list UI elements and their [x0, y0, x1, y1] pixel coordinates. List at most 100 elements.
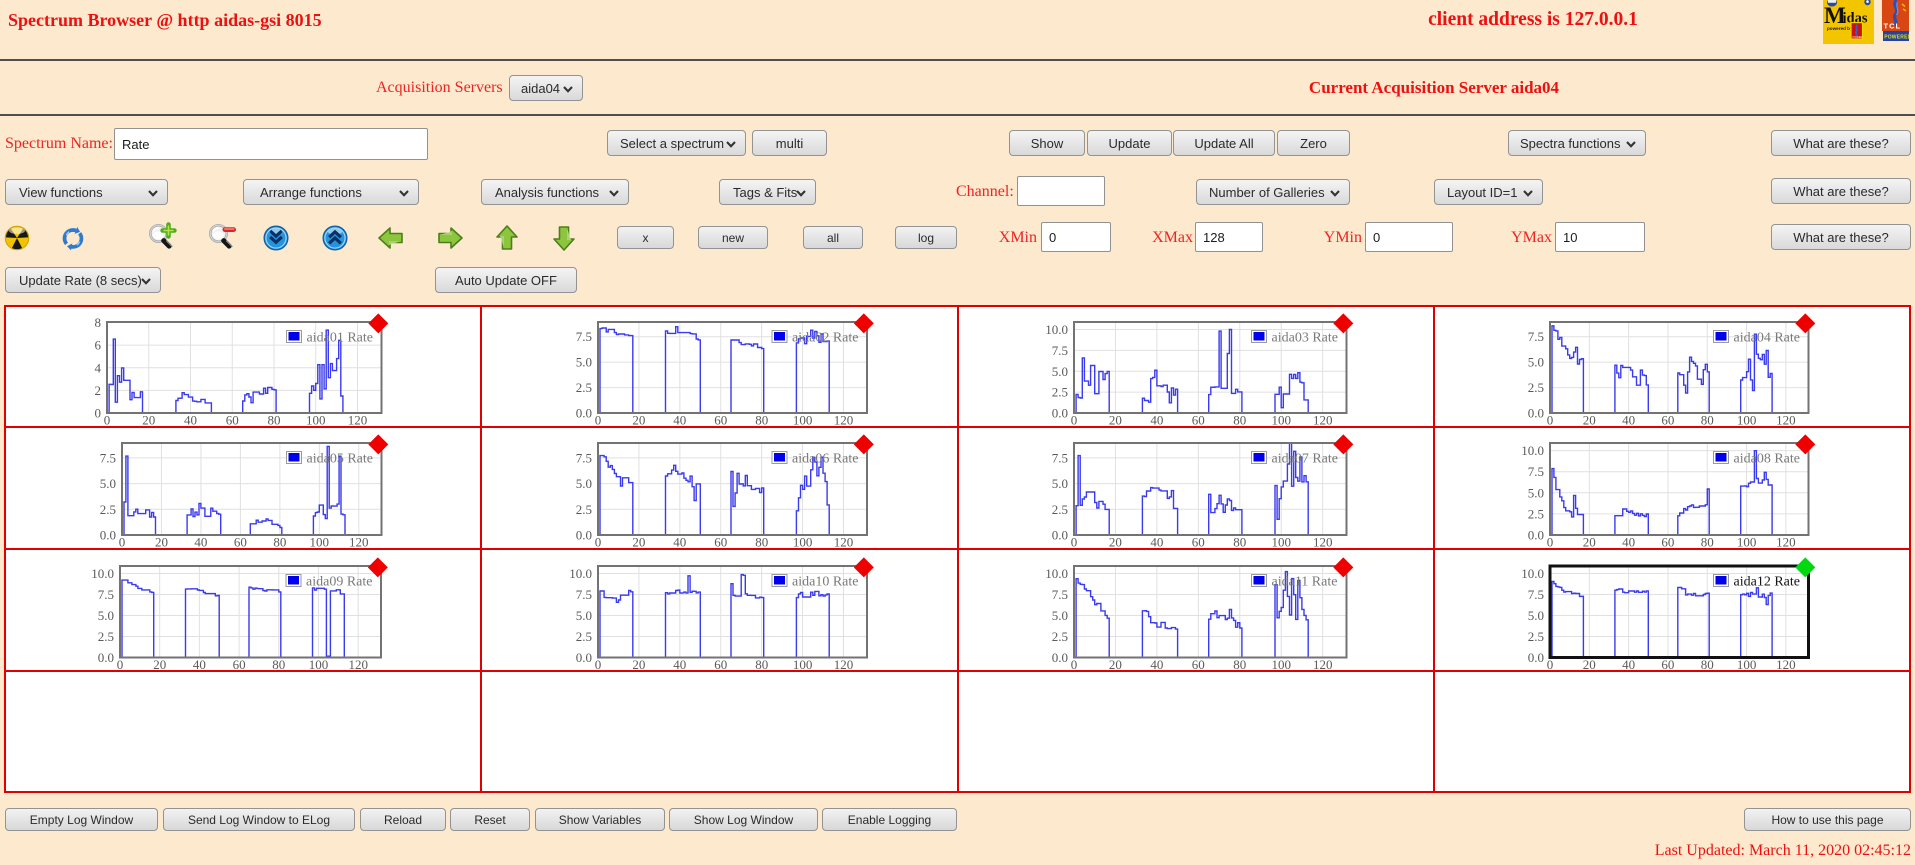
svg-text:5.0: 5.0	[1528, 354, 1544, 369]
svg-text:100: 100	[1737, 657, 1757, 672]
svg-text:120: 120	[1776, 657, 1796, 672]
svg-text:aida05 Rate: aida05 Rate	[306, 452, 372, 467]
svg-text:2.5: 2.5	[99, 502, 115, 517]
svg-text:40: 40	[194, 535, 207, 550]
svg-text:20: 20	[1583, 657, 1596, 672]
svg-text:100: 100	[1271, 535, 1291, 550]
svg-text:40: 40	[673, 412, 686, 427]
svg-text:5.0: 5.0	[1528, 485, 1544, 500]
svg-text:40: 40	[673, 657, 686, 672]
svg-text:100: 100	[793, 412, 813, 427]
svg-text:60: 60	[225, 412, 238, 427]
svg-text:0: 0	[118, 535, 125, 550]
svg-text:20: 20	[632, 412, 645, 427]
svg-text:5.0: 5.0	[1051, 476, 1067, 491]
svg-text:20: 20	[1583, 412, 1596, 427]
svg-text:80: 80	[273, 535, 286, 550]
svg-text:0.0: 0.0	[1051, 528, 1067, 543]
svg-text:60: 60	[1191, 535, 1204, 550]
svg-text:0.0: 0.0	[99, 528, 115, 543]
svg-text:120: 120	[348, 657, 368, 672]
svg-text:0.0: 0.0	[576, 528, 592, 543]
svg-text:2.5: 2.5	[576, 380, 592, 395]
svg-text:60: 60	[714, 657, 727, 672]
svg-text:2.5: 2.5	[576, 502, 592, 517]
svg-text:60: 60	[1191, 657, 1204, 672]
svg-text:0: 0	[1070, 535, 1077, 550]
svg-text:40: 40	[1150, 412, 1163, 427]
svg-text:60: 60	[233, 535, 246, 550]
svg-text:120: 120	[347, 412, 367, 427]
svg-text:20: 20	[632, 535, 645, 550]
svg-text:10.0: 10.0	[1045, 322, 1068, 337]
svg-text:80: 80	[1701, 535, 1714, 550]
svg-text:120: 120	[349, 535, 369, 550]
svg-text:120: 120	[1312, 412, 1332, 427]
svg-text:aida09 Rate: aida09 Rate	[306, 574, 372, 589]
svg-text:7.5: 7.5	[1051, 342, 1067, 357]
svg-text:aida10 Rate: aida10 Rate	[792, 574, 858, 589]
svg-text:60: 60	[233, 657, 246, 672]
svg-text:0: 0	[94, 405, 101, 420]
svg-text:120: 120	[1776, 412, 1796, 427]
svg-text:TCL: TCL	[1884, 22, 1902, 31]
svg-text:aida11 Rate: aida11 Rate	[1271, 574, 1337, 589]
svg-text:aida07 Rate: aida07 Rate	[1271, 452, 1337, 467]
svg-text:0.0: 0.0	[1051, 650, 1067, 665]
svg-text:0.0: 0.0	[1528, 405, 1544, 420]
svg-text:10.0: 10.0	[1521, 566, 1544, 581]
svg-text:powered by: powered by	[1827, 26, 1853, 31]
svg-text:20: 20	[1108, 657, 1121, 672]
svg-text:10.0: 10.0	[91, 566, 114, 581]
svg-text:0.0: 0.0	[1528, 650, 1544, 665]
svg-text:0: 0	[117, 657, 124, 672]
svg-text:5.0: 5.0	[1051, 608, 1067, 623]
svg-text:7.5: 7.5	[576, 587, 592, 602]
svg-text:2.5: 2.5	[1051, 384, 1067, 399]
svg-text:0: 0	[1547, 412, 1554, 427]
svg-text:7.5: 7.5	[1528, 464, 1544, 479]
svg-text:80: 80	[1233, 657, 1246, 672]
svg-text:0.0: 0.0	[576, 405, 592, 420]
svg-text:2: 2	[94, 382, 101, 397]
svg-text:100: 100	[1271, 657, 1291, 672]
svg-text:6: 6	[94, 337, 101, 352]
svg-text:40: 40	[1622, 535, 1635, 550]
svg-text:aida02 Rate: aida02 Rate	[792, 330, 858, 345]
svg-text:0: 0	[1547, 657, 1554, 672]
svg-text:120: 120	[1312, 657, 1332, 672]
svg-text:5.0: 5.0	[1051, 363, 1067, 378]
svg-text:0: 0	[595, 412, 602, 427]
svg-text:0.0: 0.0	[1528, 528, 1544, 543]
svg-text:120: 120	[1312, 535, 1332, 550]
svg-text:5.0: 5.0	[576, 608, 592, 623]
svg-text:10.0: 10.0	[569, 566, 592, 581]
svg-text:60: 60	[1661, 657, 1674, 672]
svg-text:60: 60	[714, 412, 727, 427]
svg-text:0: 0	[103, 412, 110, 427]
svg-text:5.0: 5.0	[99, 476, 115, 491]
svg-text:aida03 Rate: aida03 Rate	[1271, 330, 1337, 345]
svg-text:POWERED: POWERED	[1884, 34, 1910, 40]
svg-text:7.5: 7.5	[576, 329, 592, 344]
svg-text:M: M	[1824, 3, 1846, 28]
svg-text:7.5: 7.5	[576, 450, 592, 465]
svg-text:100: 100	[1737, 535, 1757, 550]
svg-text:0.0: 0.0	[576, 650, 592, 665]
svg-text:60: 60	[1661, 412, 1674, 427]
svg-text:2.5: 2.5	[1051, 502, 1067, 517]
svg-text:7.5: 7.5	[1051, 587, 1067, 602]
svg-text:4: 4	[94, 360, 101, 375]
svg-text:40: 40	[1150, 657, 1163, 672]
svg-text:40: 40	[193, 657, 206, 672]
svg-text:aida01 Rate: aida01 Rate	[306, 330, 372, 345]
svg-text:0: 0	[595, 657, 602, 672]
svg-text:2.5: 2.5	[1528, 629, 1544, 644]
svg-text:60: 60	[1661, 535, 1674, 550]
svg-text:40: 40	[1622, 657, 1635, 672]
svg-text:80: 80	[755, 535, 768, 550]
svg-text:100: 100	[309, 657, 329, 672]
svg-text:40: 40	[673, 535, 686, 550]
svg-text:7.5: 7.5	[98, 587, 114, 602]
svg-text:100: 100	[793, 535, 813, 550]
